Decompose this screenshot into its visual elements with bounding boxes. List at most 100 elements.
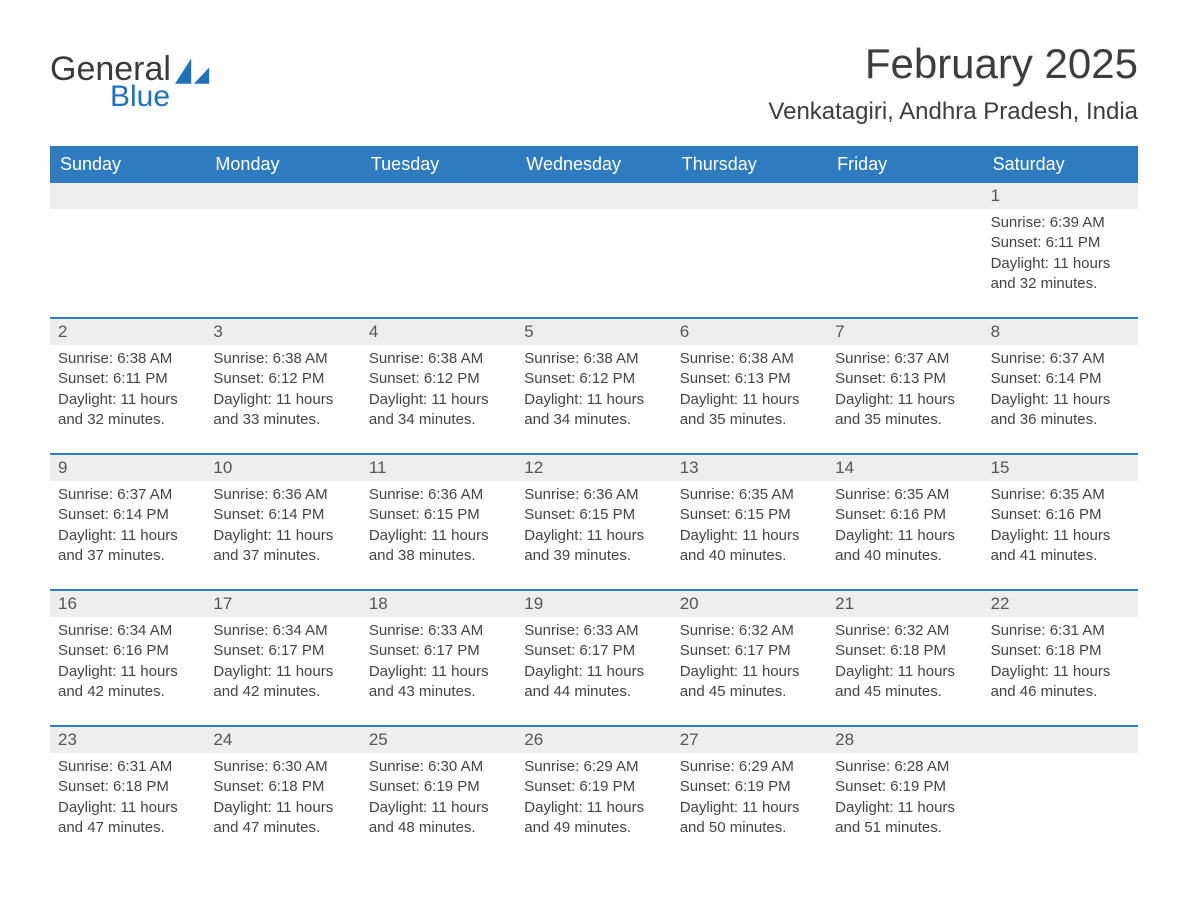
sunrise-text: Sunrise: 6:31 AM xyxy=(58,757,197,777)
sunset-text: Sunset: 6:19 PM xyxy=(369,777,508,797)
daylight-text: Daylight: 11 hours and 43 minutes. xyxy=(369,662,508,703)
day-cell: Sunrise: 6:29 AMSunset: 6:19 PMDaylight:… xyxy=(516,753,671,861)
daylight-text: Daylight: 11 hours and 34 minutes. xyxy=(369,390,508,431)
day-number-row: 232425262728 xyxy=(50,727,1138,753)
sunset-text: Sunset: 6:18 PM xyxy=(835,641,974,661)
sunrise-text: Sunrise: 6:34 AM xyxy=(213,621,352,641)
daylight-text: Daylight: 11 hours and 42 minutes. xyxy=(58,662,197,703)
day-cell: Sunrise: 6:29 AMSunset: 6:19 PMDaylight:… xyxy=(672,753,827,861)
sunset-text: Sunset: 6:13 PM xyxy=(835,369,974,389)
daylight-text: Daylight: 11 hours and 37 minutes. xyxy=(213,526,352,567)
day-body-row: Sunrise: 6:31 AMSunset: 6:18 PMDaylight:… xyxy=(50,753,1138,861)
weekday-header: Friday xyxy=(827,146,982,183)
day-cell: Sunrise: 6:34 AMSunset: 6:17 PMDaylight:… xyxy=(205,617,360,725)
day-cell: Sunrise: 6:35 AMSunset: 6:16 PMDaylight:… xyxy=(827,481,982,589)
day-cell: Sunrise: 6:30 AMSunset: 6:18 PMDaylight:… xyxy=(205,753,360,861)
sunrise-text: Sunrise: 6:34 AM xyxy=(58,621,197,641)
sunset-text: Sunset: 6:17 PM xyxy=(213,641,352,661)
sunset-text: Sunset: 6:12 PM xyxy=(524,369,663,389)
day-number: 5 xyxy=(516,319,671,345)
day-cell: Sunrise: 6:37 AMSunset: 6:14 PMDaylight:… xyxy=(50,481,205,589)
week-row: 2345678Sunrise: 6:38 AMSunset: 6:11 PMDa… xyxy=(50,317,1138,453)
sunrise-text: Sunrise: 6:29 AM xyxy=(680,757,819,777)
day-number: 12 xyxy=(516,455,671,481)
day-cell: Sunrise: 6:37 AMSunset: 6:14 PMDaylight:… xyxy=(983,345,1138,453)
sunset-text: Sunset: 6:16 PM xyxy=(835,505,974,525)
daylight-text: Daylight: 11 hours and 35 minutes. xyxy=(680,390,819,431)
day-body-row: Sunrise: 6:38 AMSunset: 6:11 PMDaylight:… xyxy=(50,345,1138,453)
day-cell xyxy=(672,209,827,317)
day-number: 7 xyxy=(827,319,982,345)
daylight-text: Daylight: 11 hours and 34 minutes. xyxy=(524,390,663,431)
day-number: 14 xyxy=(827,455,982,481)
daylight-text: Daylight: 11 hours and 42 minutes. xyxy=(213,662,352,703)
day-number: 10 xyxy=(205,455,360,481)
day-number: 25 xyxy=(361,727,516,753)
day-number: 21 xyxy=(827,591,982,617)
sunset-text: Sunset: 6:19 PM xyxy=(835,777,974,797)
sunrise-text: Sunrise: 6:32 AM xyxy=(680,621,819,641)
day-number: 27 xyxy=(672,727,827,753)
page-header: General Blue February 2025 Venkatagiri, … xyxy=(50,40,1138,140)
daylight-text: Daylight: 11 hours and 39 minutes. xyxy=(524,526,663,567)
day-cell: Sunrise: 6:38 AMSunset: 6:13 PMDaylight:… xyxy=(672,345,827,453)
sunrise-text: Sunrise: 6:33 AM xyxy=(524,621,663,641)
sunset-text: Sunset: 6:16 PM xyxy=(58,641,197,661)
sunrise-text: Sunrise: 6:38 AM xyxy=(680,349,819,369)
week-row: 9101112131415Sunrise: 6:37 AMSunset: 6:1… xyxy=(50,453,1138,589)
day-cell: Sunrise: 6:38 AMSunset: 6:12 PMDaylight:… xyxy=(361,345,516,453)
sunrise-text: Sunrise: 6:37 AM xyxy=(991,349,1130,369)
day-number xyxy=(361,183,516,209)
day-number: 1 xyxy=(983,183,1138,209)
daylight-text: Daylight: 11 hours and 47 minutes. xyxy=(213,798,352,839)
sunset-text: Sunset: 6:12 PM xyxy=(369,369,508,389)
daylight-text: Daylight: 11 hours and 48 minutes. xyxy=(369,798,508,839)
sunset-text: Sunset: 6:17 PM xyxy=(524,641,663,661)
day-number: 4 xyxy=(361,319,516,345)
sunrise-text: Sunrise: 6:39 AM xyxy=(991,213,1130,233)
day-number: 6 xyxy=(672,319,827,345)
weekday-header: Thursday xyxy=(672,146,827,183)
sail-icon xyxy=(175,58,211,86)
sunset-text: Sunset: 6:11 PM xyxy=(58,369,197,389)
daylight-text: Daylight: 11 hours and 37 minutes. xyxy=(58,526,197,567)
day-body-row: Sunrise: 6:37 AMSunset: 6:14 PMDaylight:… xyxy=(50,481,1138,589)
day-cell: Sunrise: 6:32 AMSunset: 6:17 PMDaylight:… xyxy=(672,617,827,725)
sunset-text: Sunset: 6:14 PM xyxy=(213,505,352,525)
day-number xyxy=(205,183,360,209)
sunrise-text: Sunrise: 6:33 AM xyxy=(369,621,508,641)
day-number: 9 xyxy=(50,455,205,481)
daylight-text: Daylight: 11 hours and 49 minutes. xyxy=(524,798,663,839)
day-number xyxy=(827,183,982,209)
day-body-row: Sunrise: 6:34 AMSunset: 6:16 PMDaylight:… xyxy=(50,617,1138,725)
day-cell: Sunrise: 6:35 AMSunset: 6:16 PMDaylight:… xyxy=(983,481,1138,589)
day-cell: Sunrise: 6:38 AMSunset: 6:11 PMDaylight:… xyxy=(50,345,205,453)
daylight-text: Daylight: 11 hours and 32 minutes. xyxy=(58,390,197,431)
daylight-text: Daylight: 11 hours and 46 minutes. xyxy=(991,662,1130,703)
daylight-text: Daylight: 11 hours and 32 minutes. xyxy=(991,254,1130,295)
day-cell xyxy=(205,209,360,317)
sunset-text: Sunset: 6:18 PM xyxy=(213,777,352,797)
sunset-text: Sunset: 6:12 PM xyxy=(213,369,352,389)
week-row: 16171819202122Sunrise: 6:34 AMSunset: 6:… xyxy=(50,589,1138,725)
daylight-text: Daylight: 11 hours and 44 minutes. xyxy=(524,662,663,703)
sunset-text: Sunset: 6:17 PM xyxy=(369,641,508,661)
day-cell: Sunrise: 6:39 AMSunset: 6:11 PMDaylight:… xyxy=(983,209,1138,317)
day-cell xyxy=(361,209,516,317)
location-title: Venkatagiri, Andhra Pradesh, India xyxy=(768,98,1138,126)
day-cell: Sunrise: 6:28 AMSunset: 6:19 PMDaylight:… xyxy=(827,753,982,861)
sunset-text: Sunset: 6:16 PM xyxy=(991,505,1130,525)
day-cell: Sunrise: 6:34 AMSunset: 6:16 PMDaylight:… xyxy=(50,617,205,725)
day-cell xyxy=(516,209,671,317)
day-cell: Sunrise: 6:31 AMSunset: 6:18 PMDaylight:… xyxy=(50,753,205,861)
daylight-text: Daylight: 11 hours and 45 minutes. xyxy=(680,662,819,703)
sunset-text: Sunset: 6:18 PM xyxy=(58,777,197,797)
day-number: 19 xyxy=(516,591,671,617)
sunrise-text: Sunrise: 6:31 AM xyxy=(991,621,1130,641)
sunrise-text: Sunrise: 6:29 AM xyxy=(524,757,663,777)
day-cell: Sunrise: 6:33 AMSunset: 6:17 PMDaylight:… xyxy=(516,617,671,725)
day-number: 11 xyxy=(361,455,516,481)
daylight-text: Daylight: 11 hours and 36 minutes. xyxy=(991,390,1130,431)
sunrise-text: Sunrise: 6:36 AM xyxy=(524,485,663,505)
day-number: 3 xyxy=(205,319,360,345)
